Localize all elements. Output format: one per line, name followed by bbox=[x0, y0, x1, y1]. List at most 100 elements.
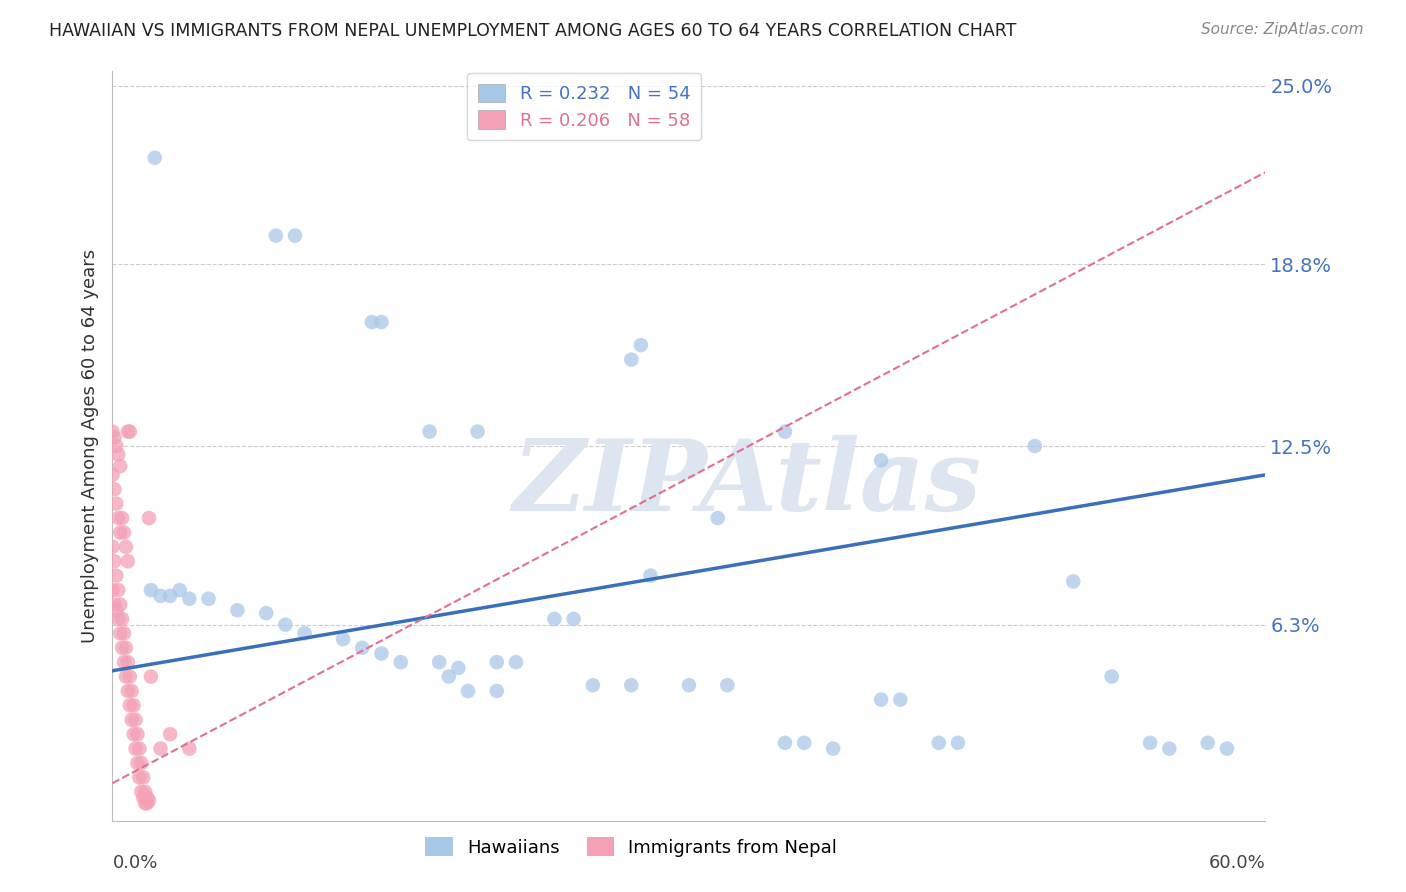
Point bbox=[159, 589, 181, 603]
Point bbox=[107, 612, 129, 626]
Point bbox=[389, 655, 412, 669]
Point bbox=[108, 525, 131, 540]
Point bbox=[117, 655, 139, 669]
Point bbox=[159, 727, 181, 741]
Point bbox=[179, 741, 201, 756]
Point bbox=[793, 736, 815, 750]
Point bbox=[143, 151, 166, 165]
Point bbox=[505, 655, 527, 669]
Point bbox=[128, 771, 150, 785]
Point bbox=[197, 591, 219, 606]
Point bbox=[117, 684, 139, 698]
Point bbox=[103, 598, 125, 612]
Point bbox=[630, 338, 652, 352]
Point bbox=[640, 568, 662, 582]
Text: Source: ZipAtlas.com: Source: ZipAtlas.com bbox=[1201, 22, 1364, 37]
Point bbox=[582, 678, 605, 692]
Point bbox=[1101, 669, 1123, 683]
Point bbox=[132, 790, 155, 805]
Point bbox=[136, 797, 159, 811]
Point bbox=[1062, 574, 1084, 589]
Point bbox=[117, 425, 139, 439]
Point bbox=[121, 684, 143, 698]
Point bbox=[264, 228, 287, 243]
Point bbox=[136, 790, 159, 805]
Point bbox=[103, 430, 125, 444]
Point bbox=[254, 606, 277, 620]
Point bbox=[447, 661, 470, 675]
Point bbox=[134, 785, 156, 799]
Point bbox=[134, 797, 156, 811]
Point bbox=[1024, 439, 1046, 453]
Point bbox=[108, 598, 131, 612]
Point bbox=[118, 425, 141, 439]
Point bbox=[124, 741, 146, 756]
Point bbox=[169, 583, 191, 598]
Point bbox=[226, 603, 249, 617]
Point bbox=[117, 554, 139, 568]
Point bbox=[101, 583, 124, 598]
Point bbox=[889, 692, 911, 706]
Point bbox=[1139, 736, 1161, 750]
Point bbox=[112, 525, 135, 540]
Point bbox=[128, 741, 150, 756]
Point bbox=[138, 511, 160, 525]
Point bbox=[562, 612, 585, 626]
Point bbox=[111, 511, 134, 525]
Point bbox=[112, 655, 135, 669]
Point bbox=[1197, 736, 1219, 750]
Point bbox=[107, 583, 129, 598]
Point bbox=[108, 459, 131, 474]
Point bbox=[946, 736, 969, 750]
Point bbox=[115, 540, 138, 554]
Point bbox=[485, 655, 508, 669]
Point bbox=[139, 583, 162, 598]
Point bbox=[543, 612, 565, 626]
Point bbox=[101, 467, 124, 482]
Point bbox=[129, 785, 153, 799]
Point bbox=[1159, 741, 1181, 756]
Point bbox=[124, 713, 146, 727]
Legend: Hawaiians, Immigrants from Nepal: Hawaiians, Immigrants from Nepal bbox=[418, 830, 845, 864]
Point bbox=[118, 698, 141, 713]
Point bbox=[149, 741, 172, 756]
Point bbox=[115, 640, 138, 655]
Point bbox=[284, 228, 307, 243]
Point bbox=[107, 448, 129, 462]
Point bbox=[108, 626, 131, 640]
Point bbox=[274, 617, 297, 632]
Point bbox=[773, 736, 796, 750]
Point bbox=[361, 315, 384, 329]
Point bbox=[294, 626, 316, 640]
Point bbox=[870, 453, 893, 467]
Point bbox=[149, 589, 172, 603]
Point bbox=[105, 603, 128, 617]
Point bbox=[107, 511, 129, 525]
Point bbox=[127, 727, 149, 741]
Point bbox=[139, 669, 162, 683]
Point bbox=[101, 540, 124, 554]
Point bbox=[132, 771, 155, 785]
Point bbox=[118, 669, 141, 683]
Point bbox=[467, 425, 489, 439]
Point bbox=[707, 511, 730, 525]
Text: 60.0%: 60.0% bbox=[1209, 855, 1265, 872]
Point bbox=[332, 632, 354, 646]
Point bbox=[457, 684, 479, 698]
Point bbox=[678, 678, 700, 692]
Point bbox=[138, 793, 160, 807]
Point bbox=[437, 669, 460, 683]
Point bbox=[105, 497, 128, 511]
Point bbox=[1216, 741, 1239, 756]
Point bbox=[370, 647, 392, 661]
Y-axis label: Unemployment Among Ages 60 to 64 years: Unemployment Among Ages 60 to 64 years bbox=[80, 249, 98, 643]
Point bbox=[620, 352, 643, 367]
Point bbox=[111, 640, 134, 655]
Point bbox=[115, 669, 138, 683]
Point bbox=[620, 678, 643, 692]
Point bbox=[122, 727, 145, 741]
Point bbox=[105, 568, 128, 582]
Point bbox=[870, 692, 893, 706]
Point bbox=[111, 612, 134, 626]
Point bbox=[127, 756, 149, 770]
